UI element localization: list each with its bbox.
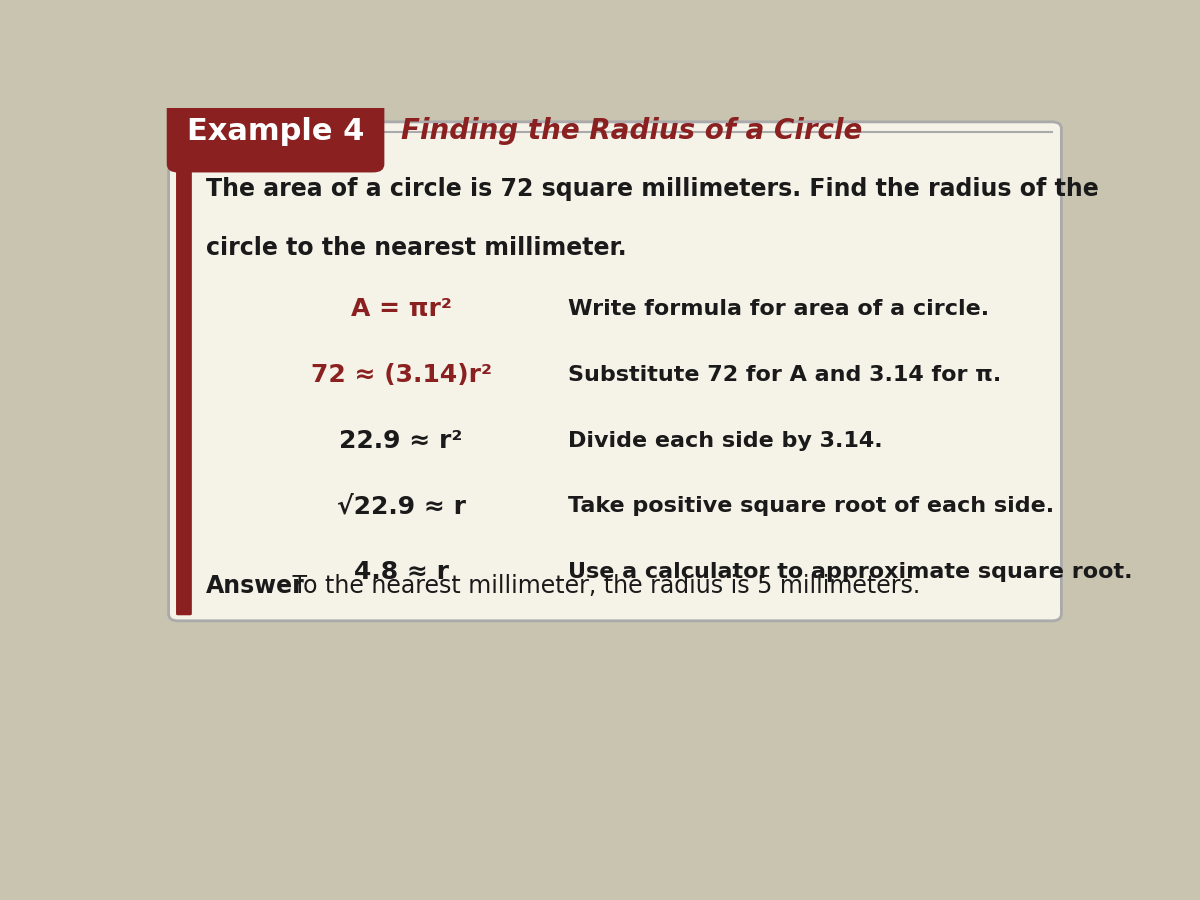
FancyBboxPatch shape bbox=[168, 122, 1062, 621]
Text: Substitute 72 for A and 3.14 for π.: Substitute 72 for A and 3.14 for π. bbox=[569, 364, 1002, 385]
Text: 22.9 ≈ r²: 22.9 ≈ r² bbox=[340, 428, 463, 453]
Text: Example 4: Example 4 bbox=[187, 117, 365, 146]
Text: 4.8 ≈ r: 4.8 ≈ r bbox=[354, 561, 449, 584]
Text: Take positive square root of each side.: Take positive square root of each side. bbox=[569, 497, 1055, 517]
FancyBboxPatch shape bbox=[176, 128, 192, 616]
Text: The area of a circle is 72 square millimeters. Find the radius of the: The area of a circle is 72 square millim… bbox=[206, 177, 1098, 202]
Text: √22.9 ≈ r: √22.9 ≈ r bbox=[336, 494, 466, 518]
Text: Divide each side by 3.14.: Divide each side by 3.14. bbox=[569, 430, 883, 451]
FancyBboxPatch shape bbox=[167, 90, 384, 173]
Text: Finding the Radius of a Circle: Finding the Radius of a Circle bbox=[401, 117, 863, 145]
Text: To the nearest millimeter, the radius is 5 millimeters.: To the nearest millimeter, the radius is… bbox=[284, 574, 920, 599]
Text: Use a calculator to approximate square root.: Use a calculator to approximate square r… bbox=[569, 562, 1133, 582]
Text: 72 ≈ (3.14)r²: 72 ≈ (3.14)r² bbox=[311, 363, 492, 387]
Text: Answer: Answer bbox=[206, 574, 305, 599]
Text: circle to the nearest millimeter.: circle to the nearest millimeter. bbox=[206, 236, 626, 260]
Text: A = πr²: A = πr² bbox=[350, 297, 451, 321]
Text: Write formula for area of a circle.: Write formula for area of a circle. bbox=[569, 299, 990, 319]
